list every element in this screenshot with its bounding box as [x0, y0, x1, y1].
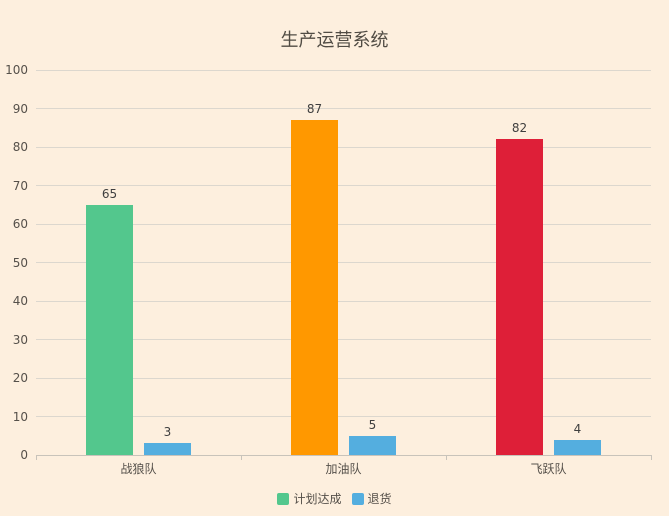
y-axis-tick-label: 70	[12, 178, 28, 193]
y-axis-tick-label: 50	[12, 255, 28, 270]
bar-退货-加油队[interactable]	[349, 435, 396, 455]
bar-退货-战狼队[interactable]	[144, 443, 191, 455]
y-gridline	[36, 339, 651, 340]
y-axis-tick-label: 20	[12, 371, 28, 385]
legend-swatch-icon	[277, 493, 290, 505]
bar-value-label: 87	[306, 102, 323, 117]
bar-计划达成-加油队[interactable]	[291, 120, 338, 455]
y-axis-tick-label: 40	[12, 294, 28, 308]
bar-value-label: 5	[368, 417, 377, 432]
legend-item-计划达成[interactable]: 计划达成	[277, 492, 342, 506]
y-axis-tick-label: 0	[20, 448, 28, 462]
y-axis-tick-label: 60	[12, 217, 28, 231]
bar-value-label: 4	[573, 421, 582, 436]
bar-value-label: 65	[101, 186, 118, 201]
bar-计划达成-飞跃队[interactable]	[496, 139, 543, 455]
y-gridline	[36, 108, 651, 109]
legend-item-退货[interactable]: 退货	[351, 492, 392, 506]
y-gridline	[36, 262, 651, 263]
y-gridline	[36, 185, 651, 186]
bar-退货-飞跃队[interactable]	[554, 439, 601, 455]
y-axis-tick-label: 30	[12, 332, 28, 347]
x-axis-category-label: 加油队	[325, 462, 362, 476]
x-axis-line	[36, 454, 651, 456]
legend-label: 计划达成	[293, 492, 342, 506]
legend: 计划达成 退货	[0, 492, 669, 506]
x-axis-tick	[35, 455, 37, 460]
y-axis-tick-label: 90	[12, 101, 28, 116]
chart-title: 生产运营系统	[280, 30, 389, 51]
y-gridline	[36, 69, 651, 71]
bar-value-label: 82	[511, 121, 528, 136]
y-gridline	[36, 377, 651, 379]
bar-value-label: 3	[163, 425, 172, 440]
x-axis-tick	[240, 455, 242, 460]
bar-计划达成-战狼队[interactable]	[86, 204, 133, 455]
y-gridline	[36, 416, 651, 417]
x-axis-category-label: 战狼队	[120, 462, 157, 476]
x-axis-tick	[650, 455, 652, 460]
y-axis-tick-label: 100	[5, 63, 28, 77]
x-axis-tick	[445, 455, 447, 460]
x-axis-category-label: 飞跃队	[530, 462, 567, 476]
y-gridline	[36, 223, 651, 225]
y-axis-tick-label: 10	[12, 409, 28, 424]
legend-swatch-icon	[351, 493, 364, 505]
y-axis-tick-label: 80	[12, 140, 28, 154]
legend-label: 退货	[367, 492, 392, 506]
y-gridline	[36, 300, 651, 302]
y-gridline	[36, 146, 651, 148]
